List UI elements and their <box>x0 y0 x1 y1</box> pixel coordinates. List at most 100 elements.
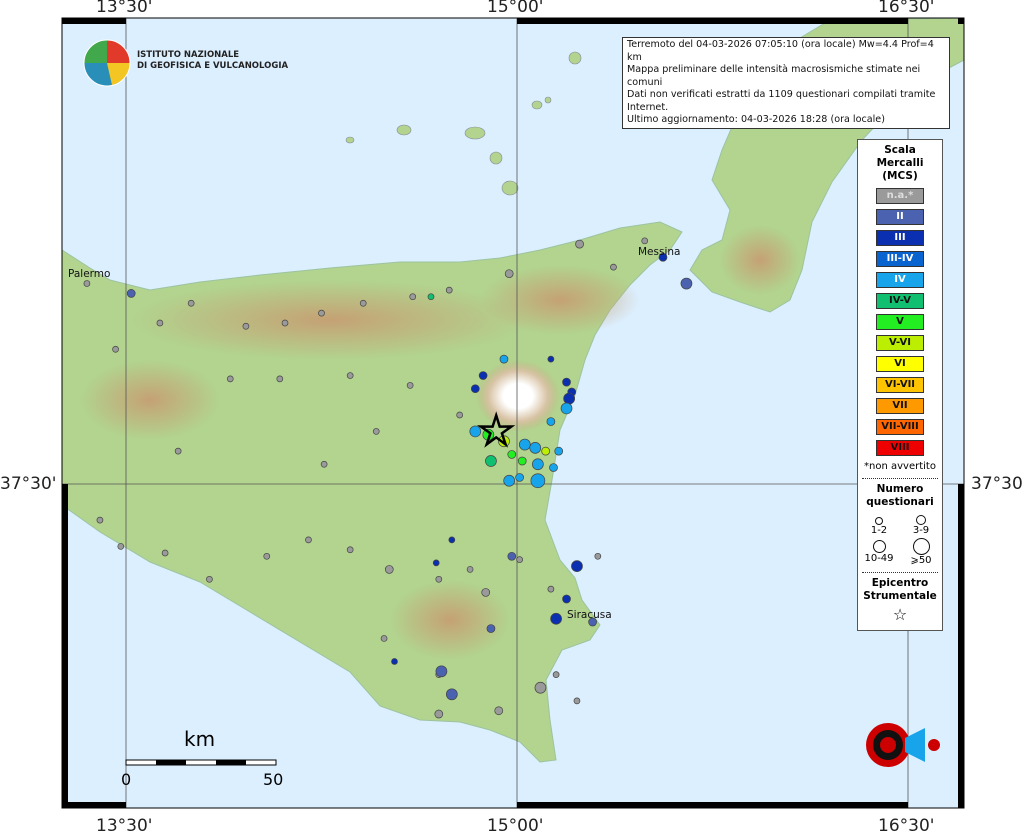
intensity-swatch: VI-VII <box>876 377 924 393</box>
intensity-point-n.a. <box>573 697 581 705</box>
legend-note: *non avvertito <box>864 461 936 472</box>
intensity-point-n.a. <box>346 546 354 554</box>
circle-size-icon <box>916 515 926 525</box>
epicenter-title-line: Epicentro <box>871 577 929 589</box>
intensity-point-n.a. <box>435 575 443 583</box>
institute-name: ISTITUTO NAZIONALE DI GEOFISICA E VULCAN… <box>137 50 288 72</box>
intensity-point-n.a. <box>346 372 354 379</box>
intensity-point-III <box>478 371 488 380</box>
intensity-point-IV <box>469 425 482 438</box>
mountains <box>480 265 640 335</box>
intensity-swatch: II <box>876 209 924 225</box>
intensity-point-III <box>563 392 575 405</box>
intensity-point-II <box>126 289 136 298</box>
intensity-point-II <box>588 617 597 627</box>
intensity-point-n.a. <box>112 345 119 353</box>
intensity-point-n.a. <box>174 447 182 455</box>
intensity-point-n.a. <box>516 556 523 563</box>
intensity-point-n.a. <box>547 585 555 593</box>
map-description: Mappa preliminare delle intensità macros… <box>627 64 921 88</box>
count-title: Numero questionari <box>858 483 942 509</box>
intensity-point-n.a. <box>320 460 328 468</box>
intensity-point-III <box>391 658 398 665</box>
intensity-point-n.a. <box>83 280 91 287</box>
event-line: Terremoto del 04-03-2026 07:05:10 (ora l… <box>627 39 934 63</box>
map-frame <box>61 17 965 809</box>
intensity-point-n.a. <box>445 286 453 294</box>
intensity-point-n.a. <box>305 536 312 544</box>
aeolian-islands <box>345 51 582 196</box>
intensity-point-n.a. <box>242 322 250 330</box>
intensity-point-IV <box>560 402 573 415</box>
city-label-messina: Messina <box>638 246 681 258</box>
intensity-point-III <box>550 612 562 625</box>
size-label: 3-9 <box>912 525 930 536</box>
scale-bar <box>125 759 277 766</box>
mountains <box>130 280 530 360</box>
intensity-swatch: VI <box>876 356 924 372</box>
size-classes: 1-2 3-9 10-49 ⩾50 <box>858 512 942 566</box>
intensity-point-II <box>507 551 517 561</box>
intensity-point-IV <box>554 446 564 456</box>
intensity-swatch: VII-VIII <box>876 419 924 435</box>
intensity-point-n.a. <box>594 552 602 560</box>
count-title-line: Numero <box>876 483 924 495</box>
intensity-swatch: V-VI <box>876 335 924 351</box>
lat-label-left: 37°30' <box>0 474 57 494</box>
lon-label-top-3: 16°30' <box>878 0 935 17</box>
intensity-point-n.a. <box>409 293 417 301</box>
intensity-point-n.a. <box>359 299 367 307</box>
intensity-point-n.a. <box>226 375 234 383</box>
intensity-swatch: V <box>876 314 924 330</box>
intensity-point-n.a. <box>466 566 474 573</box>
intensity-point-n.a. <box>434 709 444 719</box>
intensity-point-II <box>435 665 448 678</box>
intensity-point-n.a. <box>384 565 394 574</box>
intensity-point-IV <box>518 438 531 451</box>
intensity-point-III <box>562 377 571 387</box>
scale-unit: km <box>184 727 216 751</box>
intensity-point-n.a. <box>156 319 164 327</box>
mountains <box>720 225 800 295</box>
lon-label-bottom-1: 13°30' <box>96 816 153 836</box>
intensity-point-II <box>486 624 496 633</box>
lon-label-bottom-3: 16°30' <box>878 816 935 836</box>
intensity-point-n.a. <box>281 319 289 327</box>
lon-label-bottom-2: 15°00' <box>487 816 544 836</box>
scale-end: 50 <box>263 770 284 789</box>
size-label: ⩾50 <box>910 555 932 566</box>
intensity-point-IV <box>499 354 509 364</box>
intensity-swatch: n.a.* <box>876 188 924 204</box>
intensity-point-V <box>517 456 527 466</box>
intensity-point-V <box>507 450 517 459</box>
institute-line-2: DI GEOFISICA E VULCANOLOGIA <box>137 61 289 71</box>
intensity-point-n.a. <box>117 543 125 550</box>
intensity-swatch: III-IV <box>876 251 924 267</box>
intensity-point-II <box>680 277 693 290</box>
intensity-point-III <box>571 560 583 573</box>
intensity-point-n.a. <box>318 309 325 317</box>
intensity-point-II <box>445 688 458 701</box>
intensity-point-IV <box>515 473 524 482</box>
intensity-point-n.a. <box>504 269 514 279</box>
intensity-point-n.a. <box>610 263 617 271</box>
intensity-point-III <box>470 384 480 394</box>
intensity-point-n.a. <box>372 428 380 435</box>
count-title-line: questionari <box>866 496 934 508</box>
intensity-point-n.a. <box>206 575 213 583</box>
intensity-swatch: VII <box>876 398 924 414</box>
intensity-point-IV <box>503 474 516 487</box>
circle-size-icon <box>912 538 930 555</box>
legend-title: Scala Mercalli (MCS) <box>858 144 942 183</box>
mountains <box>390 580 510 660</box>
epicenter-star <box>476 411 516 448</box>
intensity-point-IV <box>546 417 556 426</box>
intensity-swatch: IV <box>876 272 924 288</box>
circle-size-icon <box>875 517 883 525</box>
haisentito-logo-icon <box>866 723 940 767</box>
epicenter-star-icon <box>476 411 516 448</box>
intensity-point-III <box>658 252 668 262</box>
intensity-point-n.a. <box>534 681 547 694</box>
city-label-palermo: Palermo <box>68 268 111 280</box>
legend-title-line: Scala <box>884 144 916 156</box>
